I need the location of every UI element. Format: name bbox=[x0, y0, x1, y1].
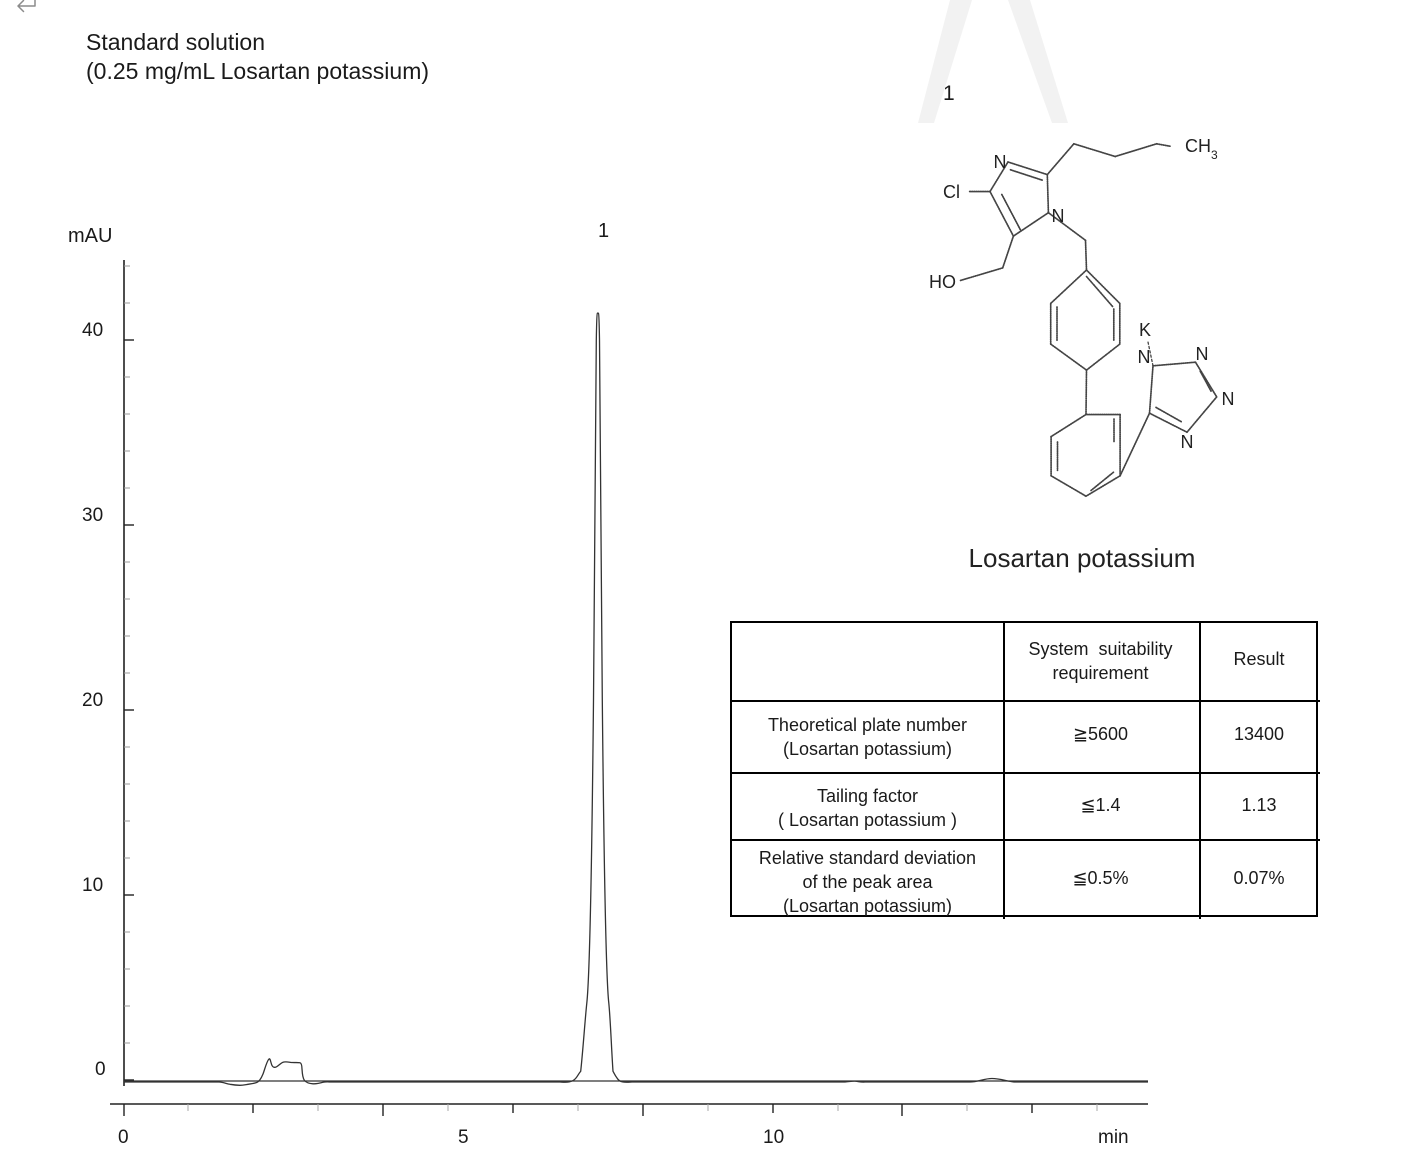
svg-text:N: N bbox=[1222, 389, 1235, 409]
svg-text:N: N bbox=[1052, 206, 1065, 226]
svg-text:Losartan potassium: Losartan potassium bbox=[969, 543, 1196, 573]
svg-text:N: N bbox=[994, 152, 1007, 172]
svg-text:N: N bbox=[1138, 347, 1151, 367]
svg-text:K: K bbox=[1139, 320, 1151, 340]
svg-text:CH3: CH3 bbox=[1185, 136, 1218, 162]
svg-text:N: N bbox=[1181, 432, 1194, 452]
svg-text:N: N bbox=[1196, 344, 1209, 364]
svg-text:HO: HO bbox=[929, 272, 956, 292]
svg-text:Cl: Cl bbox=[943, 182, 960, 202]
